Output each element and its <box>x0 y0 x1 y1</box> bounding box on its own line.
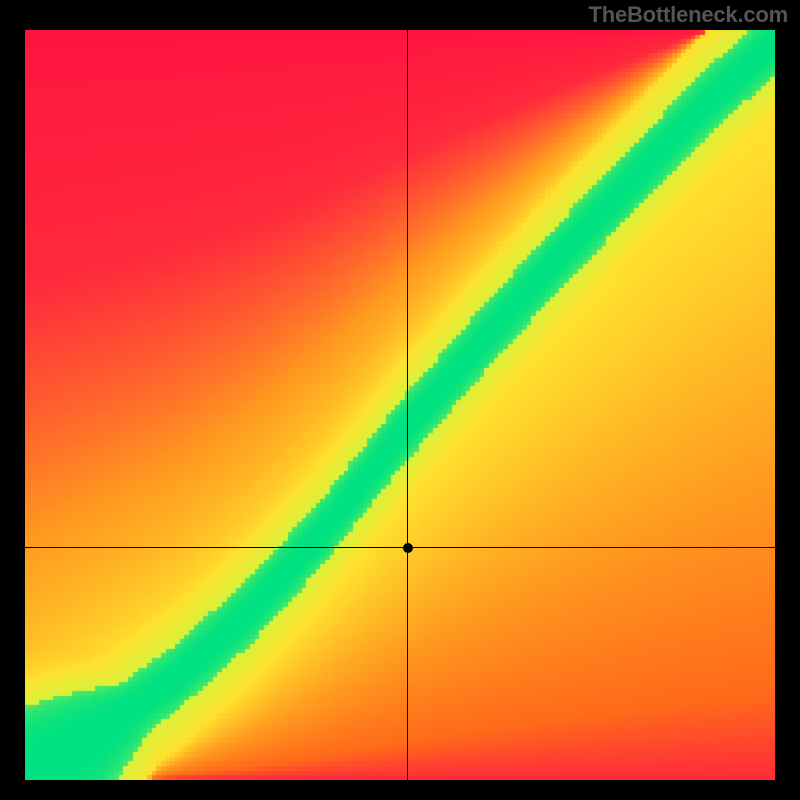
plot-area <box>25 30 775 780</box>
watermark-text: TheBottleneck.com <box>588 2 788 28</box>
crosshair-horizontal <box>25 547 775 548</box>
heatmap-canvas <box>25 30 775 780</box>
chart-container: TheBottleneck.com <box>0 0 800 800</box>
crosshair-marker <box>403 543 413 553</box>
crosshair-vertical <box>407 30 408 780</box>
